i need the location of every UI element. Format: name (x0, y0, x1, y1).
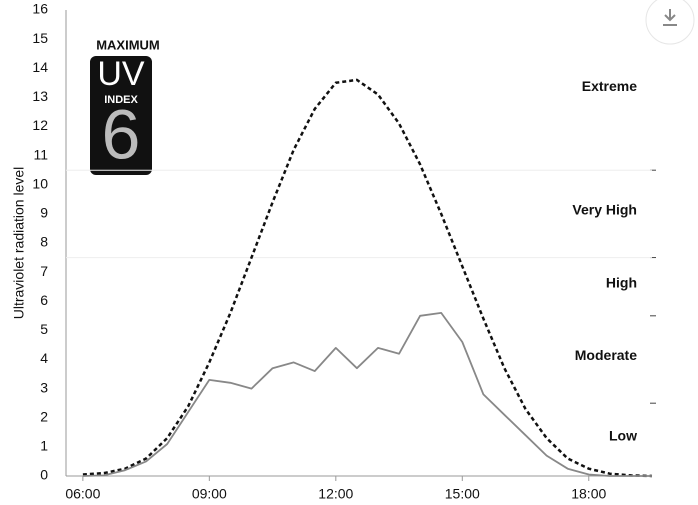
y-tick-label: 9 (40, 205, 48, 221)
y-tick-label: 16 (32, 1, 48, 17)
band-label: High (606, 274, 637, 290)
x-tick-label: 18:00 (571, 486, 606, 502)
series-line (82, 78, 653, 478)
download-icon[interactable] (645, 0, 695, 45)
y-tick-label: 12 (32, 117, 48, 133)
y-tick-label: 8 (40, 234, 48, 250)
series-line (82, 312, 652, 477)
y-tick-label: 15 (32, 30, 48, 46)
download-glyph (663, 9, 677, 26)
y-tick-label: 6 (40, 292, 48, 308)
download-button[interactable] (645, 0, 695, 45)
badge-heading: MAXIMUM (96, 37, 160, 52)
y-tick-label: 7 (40, 263, 48, 279)
badge-index: INDEX (104, 94, 138, 106)
band-label: Very High (572, 202, 637, 218)
x-tick-label: 15:00 (445, 486, 480, 502)
x-tick-label: 06:00 (65, 486, 100, 502)
y-axis-label: Ultraviolet radiation level (11, 167, 27, 320)
badge-uv: UV (97, 55, 145, 93)
y-tick-label: 0 (40, 467, 48, 483)
y-tick-label: 1 (40, 438, 48, 454)
x-tick-label: 12:00 (318, 486, 353, 502)
badge-box (90, 56, 152, 175)
y-tick-label: 4 (40, 350, 48, 366)
badge-value: 6 (102, 95, 141, 173)
y-tick-label: 13 (32, 88, 48, 104)
band-label: Low (609, 427, 637, 443)
y-tick-label: 11 (33, 146, 48, 162)
y-tick-label: 14 (32, 59, 48, 75)
x-tick-label: 09:00 (192, 486, 227, 502)
badge: MAXIMUM UV INDEX 6 (90, 37, 160, 175)
y-tick-label: 10 (32, 175, 48, 191)
band-label: Moderate (575, 347, 637, 363)
y-tick-label: 3 (40, 379, 48, 395)
y-tick-label: 5 (40, 321, 48, 337)
y-tick-label: 2 (40, 408, 48, 424)
band-label: Extreme (582, 78, 637, 94)
